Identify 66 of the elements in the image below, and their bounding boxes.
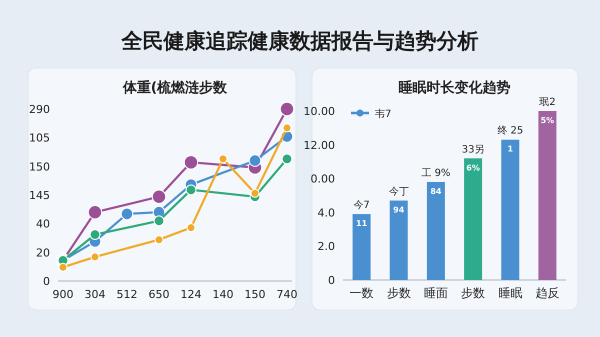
annotation: 今7: [353, 199, 370, 212]
annotation: 84: [430, 186, 442, 196]
text: 40: [36, 218, 50, 231]
point: [248, 154, 262, 167]
bar: [390, 200, 408, 280]
legend-label: 韦7: [375, 108, 392, 120]
annotation: 11: [356, 219, 368, 228]
text: 145: [29, 189, 50, 202]
text: 20: [36, 246, 50, 260]
point: [282, 123, 292, 132]
text: 2.0: [318, 240, 335, 254]
text: 150: [29, 160, 50, 174]
point: [186, 223, 196, 232]
point: [186, 184, 196, 196]
annotation: 94: [393, 206, 405, 215]
text: 290: [29, 103, 50, 116]
annotation: 今丁: [388, 186, 409, 198]
text: 0: [43, 275, 50, 288]
point: [250, 188, 260, 198]
x-tick-label: 512: [116, 288, 138, 301]
point: [154, 235, 164, 244]
text: 4.0: [318, 206, 335, 220]
text: 0.00: [310, 172, 335, 186]
annotation: 终 25: [497, 124, 524, 137]
x-tick-label: 趋反: [535, 286, 560, 300]
x-tick-label: 124: [180, 288, 202, 301]
text: 珉2: [539, 97, 556, 108]
point: [152, 190, 166, 204]
point: [154, 215, 164, 226]
chart-title: 全民健康追踪健康数据报告与趋势分析: [120, 29, 478, 53]
point: [282, 153, 292, 164]
annotation: 1: [507, 144, 514, 154]
point: [184, 155, 198, 170]
x-tick-label: 睡眠: [498, 286, 522, 300]
x-tick-label: 步数: [386, 286, 411, 300]
point: [58, 262, 68, 272]
point: [218, 154, 228, 164]
x-tick-label: 步数: [461, 286, 486, 300]
point: [90, 252, 100, 262]
bar: [426, 182, 445, 280]
chart-title: 睡眠时长变化趋势: [398, 79, 510, 96]
x-tick-label: 304: [84, 288, 106, 301]
x-tick-label: 150: [244, 288, 266, 301]
point: [120, 208, 134, 220]
x-tick-label: 一数: [350, 286, 374, 300]
x-tick-label: 140: [212, 288, 234, 301]
point: [88, 205, 102, 220]
annotation: 工 9%: [421, 168, 450, 179]
text: 10.00: [304, 105, 335, 118]
bar: [352, 214, 371, 280]
text: 12.00: [304, 138, 335, 152]
x-tick-label: 650: [148, 288, 170, 301]
text: 0: [328, 274, 335, 287]
point: [280, 102, 294, 116]
x-tick-label: 900: [52, 288, 74, 301]
bar: [501, 140, 520, 280]
bar: [464, 158, 482, 280]
bar: [538, 111, 556, 280]
x-tick-label: 睡面: [424, 286, 448, 300]
annotation: 33另: [462, 144, 484, 156]
annotation: 5%: [540, 116, 554, 125]
chart-subtitle: 体重(梳燃涟步数: [122, 80, 228, 96]
annotation: 6%: [466, 163, 480, 172]
text: 105: [29, 132, 50, 145]
point: [90, 229, 100, 240]
x-tick-label: 740: [276, 288, 298, 301]
